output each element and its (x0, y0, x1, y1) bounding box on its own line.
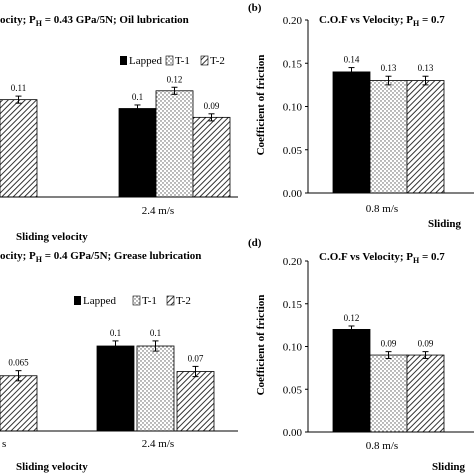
panel-b-ylabel: Coefficient of friction (255, 55, 267, 156)
bar-t2-1 (0, 375, 38, 432)
legend-t1: T-1 (175, 55, 190, 67)
panel-b-bars: 0.14 0.13 0.13 (332, 55, 445, 194)
panel-b-label: (b) (248, 2, 262, 14)
panel-a-xlabel: Sliding velocity (16, 231, 88, 243)
panel-b-xlabel: Sliding (428, 218, 462, 230)
y-tick-label: 0.00 (283, 427, 303, 439)
panel-c: ocity; PH = 0.4 GPa/5N; Grease lubricati… (0, 250, 238, 473)
data-label: 0.1 (132, 92, 143, 102)
bar-t1-2 (155, 90, 194, 198)
legend-swatch-t1 (165, 55, 174, 66)
bar-lapped-2 (96, 345, 135, 432)
panel-d-category-1: 0.8 m/s (366, 440, 398, 452)
data-label: 0.14 (344, 55, 360, 65)
legend-t2: T-2 (210, 55, 225, 67)
panel-a-legend: Lapped T-1 T-2 (120, 55, 225, 67)
panel-c-legend: Lapped T-1 T-2 (74, 295, 191, 307)
y-tick-label: 0.05 (283, 145, 303, 157)
panel-a-title: ocity; PH = 0.43 GPa/5N; Oil lubrication (0, 14, 189, 28)
bar-t2-2 (192, 116, 231, 198)
legend-swatch-t2 (166, 295, 175, 306)
panel-a-category-2: 2.4 m/s (142, 205, 174, 217)
legend-lapped: Lapped (129, 55, 162, 67)
data-label: 0.13 (418, 63, 434, 73)
data-label: 0.09 (204, 101, 220, 111)
y-tick-label: 0.20 (283, 15, 303, 27)
data-label: 0.12 (344, 313, 360, 323)
panel-d-title: C.O.F vs Velocity; PH = 0.7 (319, 251, 445, 265)
data-label: 0.12 (167, 74, 183, 84)
data-label: 0.13 (381, 63, 397, 73)
data-label: 0.09 (381, 339, 397, 349)
data-label: 0.065 (8, 358, 29, 368)
bar-lapped-2 (118, 108, 157, 198)
panel-a: ocity; PH = 0.43 GPa/5N; Oil lubrication… (0, 14, 238, 243)
panel-d-bars: 0.12 0.09 0.09 (332, 313, 445, 433)
y-tick-label: 0.10 (283, 102, 303, 114)
data-label: 0.09 (418, 339, 434, 349)
legend-swatch-t1 (132, 295, 141, 306)
panel-c-category-2: 2.4 m/s (142, 438, 174, 450)
data-label: 0.07 (188, 353, 204, 363)
legend-t2: T-2 (176, 295, 191, 307)
panel-d-xlabel: Sliding (432, 461, 466, 473)
panel-d-yaxis: 0.00 0.05 0.10 0.15 0.20 (283, 256, 308, 439)
legend-lapped: Lapped (83, 295, 116, 307)
y-tick-label: 0.15 (283, 299, 303, 311)
panel-d-ylabel: Coefficient of friction (255, 295, 267, 396)
panel-c-title: ocity; PH = 0.4 GPa/5N; Grease lubricati… (0, 250, 201, 264)
bar-lapped-1 (332, 71, 371, 194)
legend-swatch-t2 (200, 55, 209, 66)
panel-d: (d) C.O.F vs Velocity; PH = 0.7 Coeffici… (248, 237, 474, 473)
data-label: 0.11 (11, 83, 26, 93)
bar-t2-1 (406, 354, 445, 433)
bar-t1-2 (136, 345, 175, 432)
y-tick-label: 0.10 (283, 342, 303, 354)
y-tick-label: 0.00 (283, 188, 303, 200)
panel-b: (b) C.O.F vs Velocity; PH = 0.7 Coeffici… (248, 2, 474, 230)
legend-swatch-lapped (74, 296, 81, 305)
panel-c-category-1: s (2, 438, 6, 450)
panel-c-bars: 0.065 0.1 0.1 0.07 (0, 328, 215, 432)
data-label: 0.1 (150, 328, 161, 338)
panel-d-label: (d) (248, 237, 262, 249)
legend-t1: T-1 (142, 295, 157, 307)
y-tick-label: 0.05 (283, 384, 303, 396)
legend-swatch-lapped (120, 56, 127, 65)
panel-a-bars: 0.11 0.1 0.12 0.09 (0, 74, 231, 198)
bar-t2-2 (176, 371, 215, 432)
panel-b-yaxis: 0.00 0.05 0.10 0.15 0.20 (283, 15, 308, 200)
data-label: 0.1 (110, 328, 121, 338)
bar-t2-1 (0, 99, 38, 198)
bar-t2-1 (406, 80, 445, 194)
y-tick-label: 0.15 (283, 58, 303, 70)
panel-b-category-1: 0.8 m/s (366, 203, 398, 215)
panel-c-xlabel: Sliding velocity (16, 461, 88, 473)
panel-b-title: C.O.F vs Velocity; PH = 0.7 (319, 14, 445, 28)
bar-t1-1 (369, 80, 408, 194)
y-tick-label: 0.20 (283, 256, 303, 268)
bar-lapped-1 (332, 328, 371, 433)
bar-t1-1 (369, 354, 408, 433)
